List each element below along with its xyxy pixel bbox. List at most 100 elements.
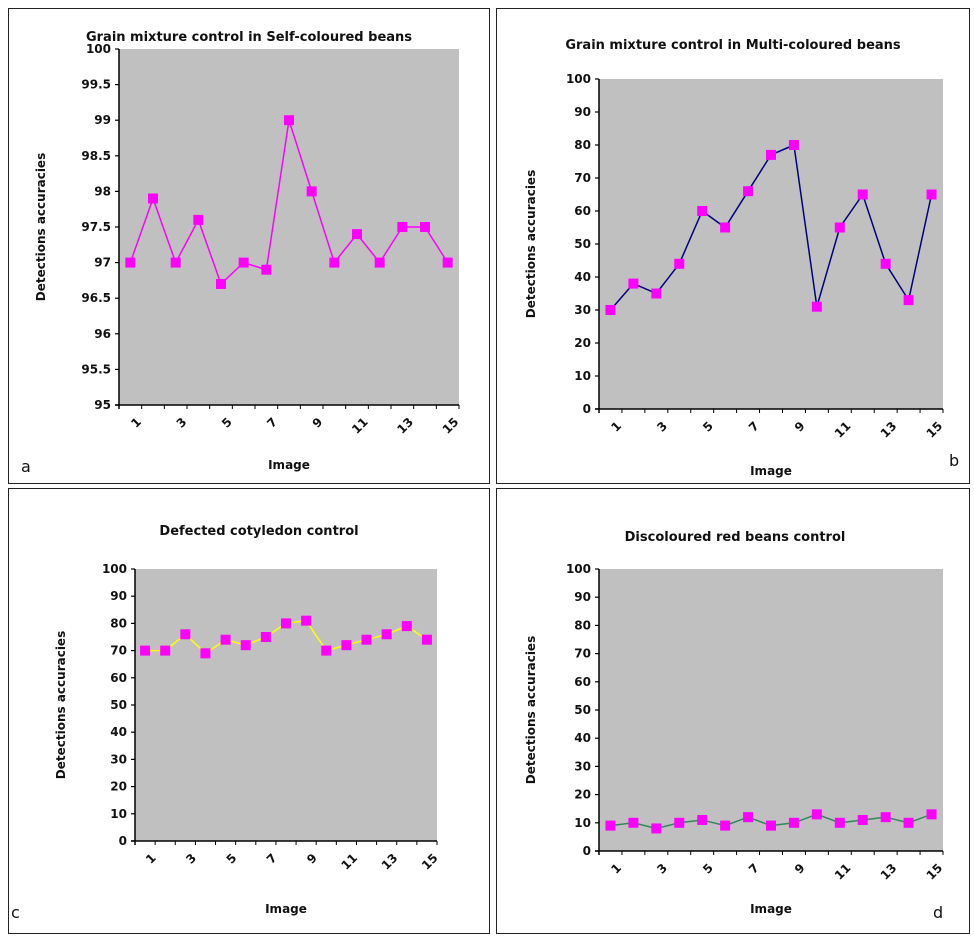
- x-axis-label-a: Image: [268, 458, 310, 472]
- y-tick-label: 96.5: [81, 291, 111, 305]
- data-point: [329, 257, 340, 268]
- data-point: [170, 257, 181, 268]
- y-tick-label: 80: [574, 138, 591, 152]
- y-tick-label: 97.5: [81, 220, 111, 234]
- data-point: [321, 645, 332, 656]
- chart-svg-d: Discoloured red beans control 0 10 20 30 40 50…: [524, 530, 946, 916]
- x-tick-label: 7: [746, 861, 762, 877]
- y-tick-label: 70: [574, 647, 591, 661]
- x-tick-label: 11: [832, 861, 854, 883]
- y-tick-label: 20: [574, 336, 591, 350]
- data-point: [651, 288, 662, 299]
- x-tick-label: 7: [746, 419, 762, 435]
- data-point: [420, 222, 430, 232]
- x-tick-label: 15: [924, 419, 946, 441]
- data-point: [301, 615, 312, 626]
- data-point: [651, 823, 662, 834]
- data-point: [903, 295, 914, 306]
- data-point: [605, 820, 616, 831]
- chart-title-c: Defected cotyledon control: [159, 524, 358, 539]
- chart-panel-d: Discoloured red beans control 0 10 20 30 40 50…: [496, 488, 970, 934]
- data-point: [421, 634, 432, 645]
- y-tick-label: 96: [94, 327, 111, 341]
- data-point: [880, 812, 891, 823]
- x-axis-label-c: Image: [265, 902, 307, 916]
- y-tick-label: 30: [574, 759, 591, 773]
- chart-svg-c: Defected cotyledon control 0 10 20 30 40 50 60 7…: [54, 524, 441, 916]
- data-point: [281, 618, 291, 629]
- x-tick-label: 11: [832, 419, 854, 441]
- y-tick-label: 0: [583, 844, 591, 858]
- x-tick-label: 15: [440, 415, 462, 437]
- x-tick-label: 3: [654, 419, 670, 435]
- y-tick-label: 97: [94, 256, 111, 270]
- data-point: [766, 820, 776, 831]
- y-axis-label-c: Detections accuracies: [54, 631, 68, 779]
- data-point: [697, 206, 708, 216]
- y-tick-label: 95: [94, 398, 111, 412]
- chart-svg-a: Grain mixture control in Self-coloured b…: [34, 30, 462, 472]
- data-point: [674, 817, 685, 828]
- x-tick-label: 5: [700, 419, 716, 435]
- chart-panel-a: Grain mixture control in Self-coloured b…: [8, 8, 490, 484]
- data-point: [720, 222, 731, 233]
- data-point: [352, 229, 362, 240]
- chart-panel-c: Defected cotyledon control 0 10 20 30 40 50 60 7…: [8, 488, 490, 934]
- y-tick-label: 70: [110, 644, 127, 658]
- y-tick-label: 10: [574, 369, 591, 383]
- x-axis-label-d: Image: [750, 902, 792, 916]
- data-point: [605, 305, 616, 315]
- data-point: [216, 278, 226, 289]
- y-tick-label: 20: [574, 788, 591, 802]
- y-tick-label: 98.5: [81, 149, 111, 163]
- data-point: [261, 264, 272, 275]
- x-tick-label: 3: [174, 415, 190, 431]
- chart-title-a: Grain mixture control in Self-coloured b…: [86, 30, 412, 45]
- data-point: [811, 809, 822, 820]
- chart-svg-b: Grain mixture control in Multi-coloured …: [524, 38, 946, 478]
- data-point: [788, 817, 799, 828]
- x-axis-label-b: Image: [750, 464, 792, 478]
- y-axis-label-a: Detections accuracies: [34, 153, 48, 301]
- y-tick-label: 100: [566, 72, 591, 86]
- y-tick-label: 60: [574, 204, 591, 218]
- data-point: [766, 149, 776, 160]
- data-point: [200, 648, 211, 659]
- x-tick-label: 3: [183, 851, 199, 867]
- data-point: [341, 640, 352, 651]
- data-point: [140, 645, 151, 656]
- data-point: [180, 629, 191, 640]
- x-tick-label: 9: [310, 415, 326, 431]
- data-point: [743, 186, 754, 197]
- y-tick-label: 40: [574, 270, 591, 284]
- x-tick-label: 9: [792, 861, 808, 877]
- y-tick-label: 50: [574, 237, 591, 251]
- y-axis-label-d: Detections accuracies: [524, 636, 538, 784]
- data-point: [260, 632, 271, 642]
- data-point: [284, 115, 294, 126]
- x-tick-label: 5: [219, 415, 235, 431]
- data-point: [628, 278, 639, 289]
- chart-panel-b: Grain mixture control in Multi-coloured …: [496, 8, 970, 484]
- y-tick-label: 10: [110, 807, 127, 821]
- y-tick-label: 70: [574, 171, 591, 185]
- y-tick-label: 90: [110, 589, 127, 603]
- x-tick-label: 9: [792, 419, 808, 435]
- y-tick-label: 60: [110, 671, 127, 685]
- y-tick-label: 90: [574, 105, 591, 119]
- x-tick-label: 3: [654, 861, 670, 877]
- y-tick-label: 100: [86, 42, 111, 56]
- x-tick-label: 13: [878, 419, 900, 441]
- y-tick-label: 30: [574, 303, 591, 317]
- data-point: [857, 189, 868, 200]
- data-point: [148, 193, 158, 204]
- plot-area-d: [599, 569, 943, 851]
- x-tick-label: 1: [143, 851, 159, 867]
- y-tick-label: 0: [583, 402, 591, 416]
- x-tick-label: 15: [924, 861, 946, 883]
- y-tick-label: 0: [119, 834, 127, 848]
- x-tick-label: 1: [128, 415, 144, 431]
- x-tick-label: 7: [264, 415, 280, 431]
- data-point: [238, 257, 249, 268]
- y-tick-label: 80: [574, 618, 591, 632]
